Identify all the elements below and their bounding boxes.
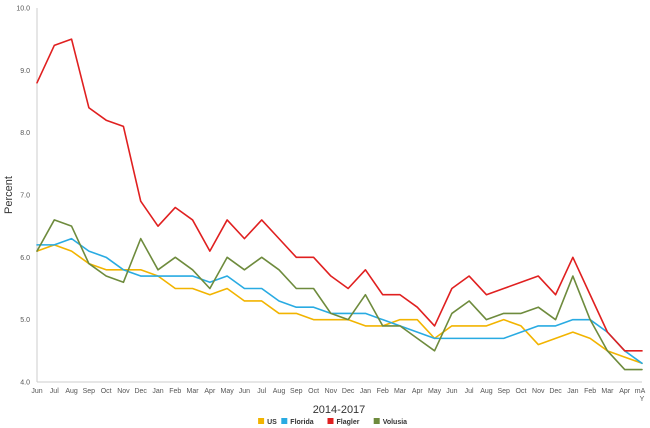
x-tick-label: Jan	[360, 388, 371, 395]
x-axis-title: 2014-2017	[313, 404, 366, 416]
y-tick-label: 8.0	[20, 130, 30, 137]
x-tick-label: May	[428, 388, 442, 395]
y-tick-label: 9.0	[20, 68, 30, 75]
legend-swatch	[373, 418, 380, 424]
x-tick-label: Apr	[412, 388, 424, 395]
x-tick-label: Apr	[619, 388, 631, 395]
x-tick-label: Feb	[584, 388, 596, 395]
x-tick-label: Feb	[169, 388, 181, 395]
legend-label: Flagler	[337, 419, 360, 426]
x-tick-label: Jun	[446, 388, 457, 395]
legend-swatch	[281, 418, 288, 424]
x-axis-ticks: Jun Jul Aug Sep Oct Nov Dec Jan Feb Mar Apr May Jun J…	[31, 388, 645, 403]
legend-label: US	[267, 419, 277, 426]
series-line-us	[36, 244, 643, 365]
series-line-flagler	[36, 38, 643, 352]
x-tick-label: Dec	[342, 388, 355, 395]
x-tick-label: Jun	[239, 388, 250, 395]
x-tick-label: Aug	[65, 388, 78, 395]
legend-swatch	[258, 418, 265, 424]
series-line-volusia	[36, 219, 643, 371]
x-tick-label: mA Y	[635, 388, 646, 403]
y-tick-label: 10.0	[16, 6, 30, 13]
x-tick-label: Mar	[394, 388, 407, 395]
x-tick-label: Nov	[325, 388, 338, 395]
x-tick-label: Aug	[480, 388, 493, 395]
legend-item-florida: Florida	[281, 418, 314, 426]
legend-item-us: US	[258, 418, 277, 426]
legend-item-flagler: Flagler	[327, 418, 360, 426]
x-tick-label: Sep	[497, 388, 510, 395]
y-axis-ticks: 4.0 5.0 6.0 7.0 8.0 9.0 10.0	[16, 6, 30, 387]
y-tick-label: 4.0	[20, 380, 30, 387]
x-tick-label: Sep	[290, 388, 303, 395]
legend-label: Volusia	[383, 419, 407, 426]
x-tick-label: Mar	[601, 388, 614, 395]
x-tick-label: May	[221, 388, 235, 395]
x-tick-label: Jan	[567, 388, 578, 395]
legend-swatch	[327, 418, 334, 424]
x-tick-label: Jul	[50, 388, 59, 395]
x-tick-label: Sep	[83, 388, 96, 395]
x-tick-label: Oct	[308, 388, 319, 395]
x-tick-label: Jan	[152, 388, 163, 395]
series-line-florida	[36, 237, 643, 365]
x-tick-label: Feb	[377, 388, 389, 395]
series-lines	[36, 38, 643, 371]
x-tick-label: Apr	[204, 388, 216, 395]
legend-item-volusia: Volusia	[373, 418, 407, 426]
x-tick-label: Jul	[257, 388, 266, 395]
x-tick-label: Mar	[187, 388, 200, 395]
legend: US Florida Flagler Volusia	[258, 418, 407, 426]
x-tick-label: Dec	[549, 388, 562, 395]
x-tick-label: Nov	[117, 388, 130, 395]
x-tick-label: Dec	[134, 388, 147, 395]
x-tick-label: Jul	[465, 388, 474, 395]
x-tick-label: Nov	[532, 388, 545, 395]
x-tick-label: Aug	[273, 388, 286, 395]
x-tick-label: Jun	[31, 388, 42, 395]
x-tick-label: Oct	[516, 388, 527, 395]
y-axis-title: Percent	[3, 176, 15, 214]
y-tick-label: 5.0	[20, 317, 30, 324]
x-tick-label: Oct	[101, 388, 112, 395]
y-tick-label: 6.0	[20, 255, 30, 262]
legend-label: Florida	[290, 419, 313, 426]
y-tick-label: 7.0	[20, 193, 30, 200]
